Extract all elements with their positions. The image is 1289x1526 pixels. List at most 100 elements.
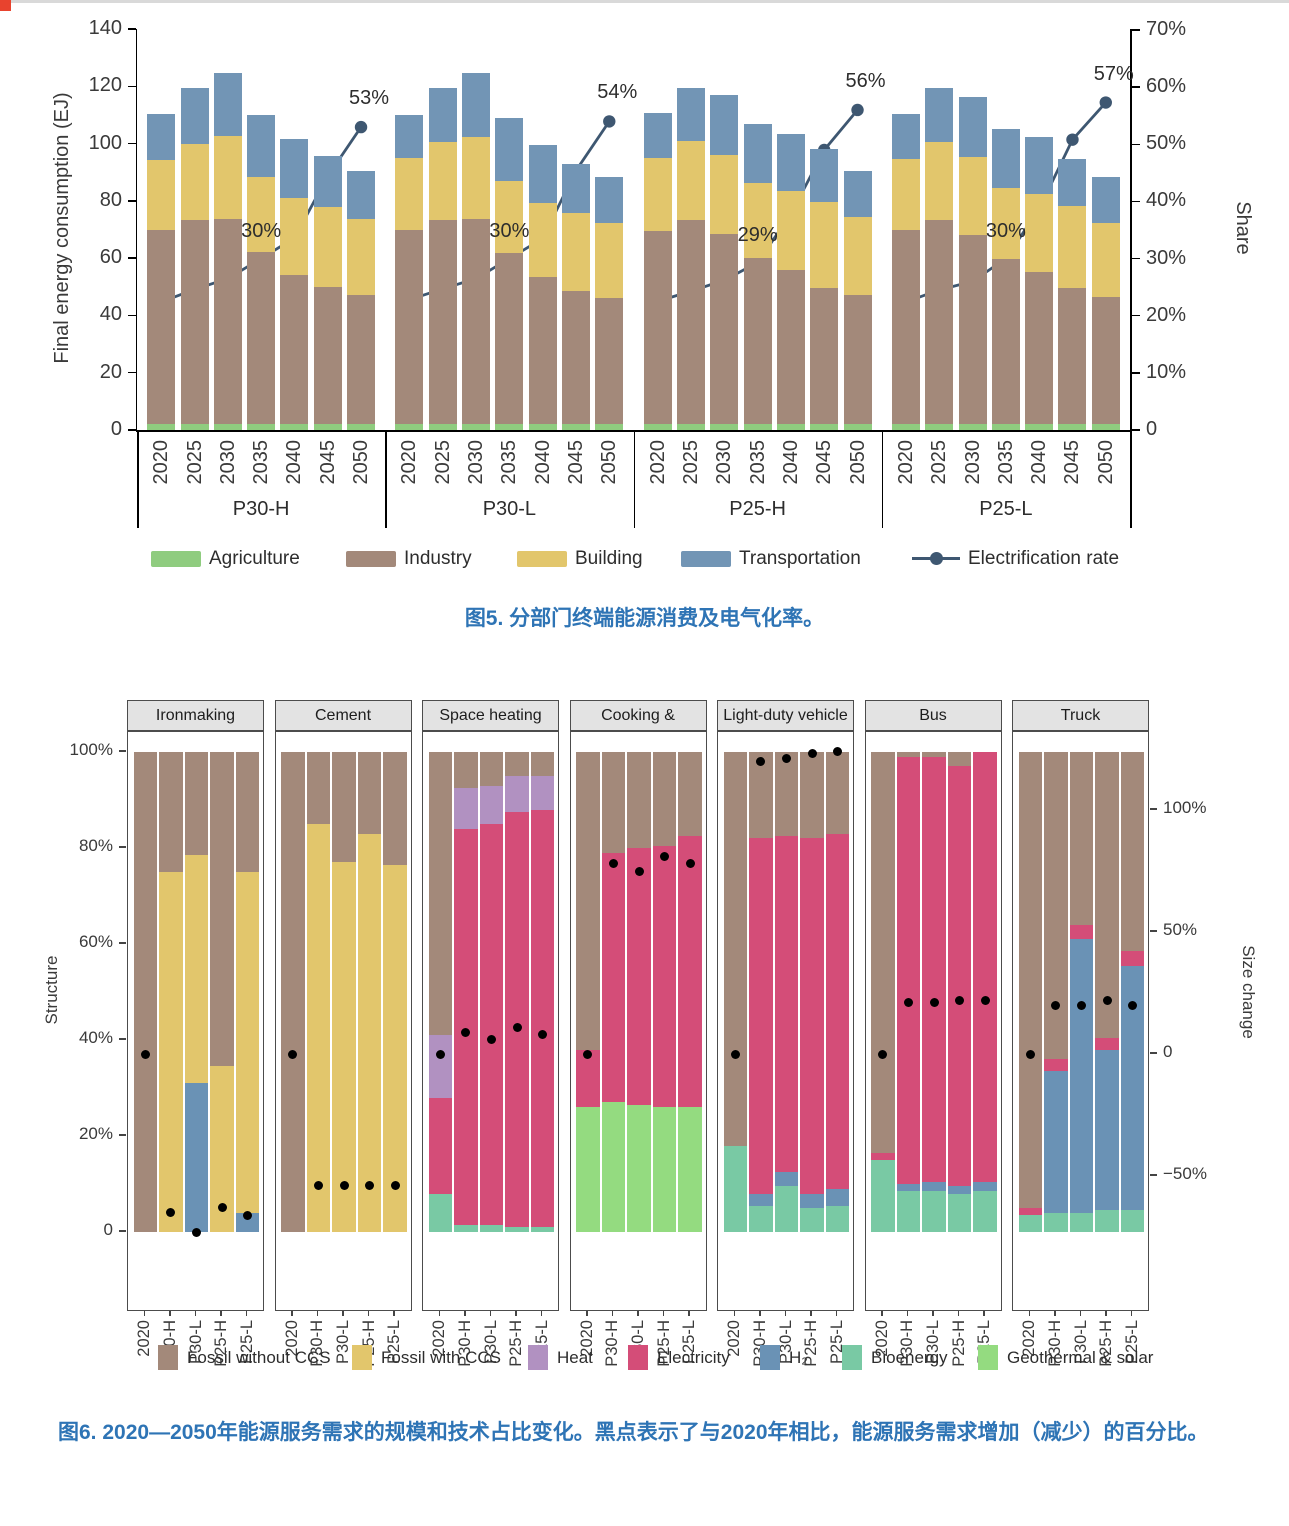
bar-segment-electricity bbox=[947, 766, 972, 1187]
bar-segment-bioenergy bbox=[800, 1208, 824, 1232]
electrification-point bbox=[1099, 96, 1112, 109]
facet-panel bbox=[1012, 731, 1149, 1311]
bar-segment-transportation bbox=[991, 129, 1020, 189]
bar-segment-transportation bbox=[925, 88, 954, 142]
bar-segment-geo_solar bbox=[678, 1107, 702, 1232]
bar-segment-fossil_no_ccs bbox=[800, 752, 824, 839]
x-tick bbox=[810, 1311, 812, 1316]
bar-segment-fossil_no_ccs bbox=[774, 752, 799, 836]
bar-segment-transportation bbox=[843, 171, 872, 217]
bar-segment-building bbox=[776, 190, 805, 270]
bar-segment-fossil_no_ccs bbox=[652, 752, 677, 846]
y-left-tick-label: 60% bbox=[78, 932, 113, 951]
bar-segment-fossil_no_ccs bbox=[1018, 752, 1043, 1208]
x-tick bbox=[957, 1311, 960, 1316]
legend-label: Industry bbox=[404, 548, 472, 569]
bar-segment-electricity bbox=[530, 809, 555, 1228]
y-left-tick bbox=[119, 1230, 126, 1232]
bar-segment-building bbox=[247, 176, 276, 252]
y-right-tick bbox=[1131, 86, 1140, 88]
year-label: 2020 bbox=[646, 440, 669, 485]
bar-segment-bioenergy bbox=[774, 1186, 799, 1232]
bar-segment-h2 bbox=[235, 1212, 260, 1232]
bar-segment-bioenergy bbox=[479, 1224, 504, 1232]
legend-label: Electricity bbox=[657, 1348, 730, 1367]
electrification-point bbox=[851, 103, 864, 117]
bar-segment-fossil_no_ccs bbox=[871, 752, 895, 1153]
bar-segment-transportation bbox=[213, 72, 242, 136]
share-mid-annotation: 29% bbox=[737, 223, 778, 246]
x-tick bbox=[1130, 1311, 1133, 1316]
group-separator bbox=[1130, 430, 1132, 528]
bar-segment-fossil_no_ccs bbox=[454, 752, 478, 788]
y-left-tick bbox=[119, 1134, 126, 1136]
size-change-dot bbox=[929, 998, 939, 1008]
y-axis-left-title: Final energy consumption (EJ) bbox=[51, 92, 73, 364]
bar-segment-fossil_no_ccs bbox=[235, 752, 260, 872]
y-left-tick-label: 100 bbox=[88, 131, 122, 154]
bar-segment-fossil_no_ccs bbox=[428, 752, 453, 1036]
y-left-tick-label: 60 bbox=[99, 246, 122, 269]
bar-segment-bioenergy bbox=[871, 1160, 895, 1232]
size-change-dot bbox=[1051, 1000, 1061, 1010]
bar-segment-heat bbox=[428, 1035, 453, 1098]
bar-segment-electricity bbox=[505, 812, 529, 1228]
figure6-structure-chart: Ironmaking 2020 P30-H P30-L P25-H P25-L Cement… bbox=[0, 640, 1289, 1400]
bar-segment-building bbox=[462, 136, 491, 220]
x-tick bbox=[637, 1311, 639, 1316]
share-mid-annotation: 30% bbox=[985, 219, 1026, 242]
bar-segment-fossil_no_ccs bbox=[159, 752, 183, 872]
year-label: 2035 bbox=[994, 440, 1017, 485]
size-change-dot bbox=[1025, 1049, 1035, 1059]
y-left-tick-label: 20% bbox=[78, 1124, 113, 1143]
year-label: 2035 bbox=[498, 440, 521, 485]
bar-segment-fossil_no_ccs bbox=[210, 752, 234, 1067]
x-tick bbox=[194, 1311, 197, 1316]
bar-segment-building bbox=[843, 216, 872, 296]
legend-label: Electrification rate bbox=[968, 548, 1120, 569]
bar-segment-agriculture bbox=[395, 424, 424, 430]
facet-panel bbox=[274, 731, 412, 1311]
x-tick bbox=[489, 1311, 492, 1316]
bar-segment-fossil_no_ccs bbox=[576, 752, 600, 1050]
bar-segment-industry bbox=[395, 230, 424, 425]
y-right-tick-label: 30% bbox=[1146, 246, 1187, 269]
bar-segment-fossil_no_ccs bbox=[749, 752, 773, 839]
bar-segment-industry bbox=[462, 219, 491, 425]
x-tick bbox=[1054, 1311, 1056, 1316]
bar-segment-h2 bbox=[1120, 965, 1145, 1211]
x-tick bbox=[586, 1311, 588, 1316]
size-change-dot bbox=[313, 1181, 323, 1191]
x-tick bbox=[342, 1311, 344, 1316]
bar-segment-transportation bbox=[1058, 159, 1087, 207]
x-tick bbox=[906, 1311, 909, 1316]
legend-swatch bbox=[628, 1345, 648, 1370]
bar-segment-h2 bbox=[825, 1188, 850, 1206]
bar-segment-agriculture bbox=[891, 424, 920, 430]
figure6-legend: Fossil without CCS Fossil with CCS Heat Ele… bbox=[0, 1344, 1289, 1374]
y-left-tick-label: 20 bbox=[99, 360, 122, 383]
year-label: 2030 bbox=[465, 440, 488, 485]
bar-segment-industry bbox=[247, 251, 276, 425]
bar-segment-industry bbox=[776, 269, 805, 425]
bar-segment-fossil_no_ccs bbox=[678, 752, 702, 836]
facet-title: Bus bbox=[919, 707, 947, 724]
bar-segment-electricity bbox=[652, 845, 677, 1108]
bar-segment-fossil_no_ccs bbox=[1095, 752, 1119, 1038]
legend-label: Bioenergy bbox=[871, 1348, 948, 1367]
bar-segment-bioenergy bbox=[1069, 1212, 1094, 1232]
group-label: P30-H bbox=[232, 498, 290, 520]
bar-segment-building bbox=[313, 207, 342, 287]
size-change-dot bbox=[782, 754, 791, 764]
bar-segment-agriculture bbox=[677, 424, 706, 430]
bar-segment-h2 bbox=[1044, 1071, 1068, 1213]
group-separator bbox=[881, 430, 884, 528]
facet-strip: Truck bbox=[1012, 700, 1149, 731]
size-change-dot bbox=[140, 1049, 150, 1059]
bar-segment-electricity bbox=[1095, 1037, 1119, 1050]
bar-segment-agriculture bbox=[991, 424, 1020, 430]
bar-segment-building bbox=[677, 141, 706, 221]
bar-segment-building bbox=[147, 159, 176, 230]
bar-segment-agriculture bbox=[428, 424, 457, 430]
x-tick bbox=[316, 1311, 319, 1316]
